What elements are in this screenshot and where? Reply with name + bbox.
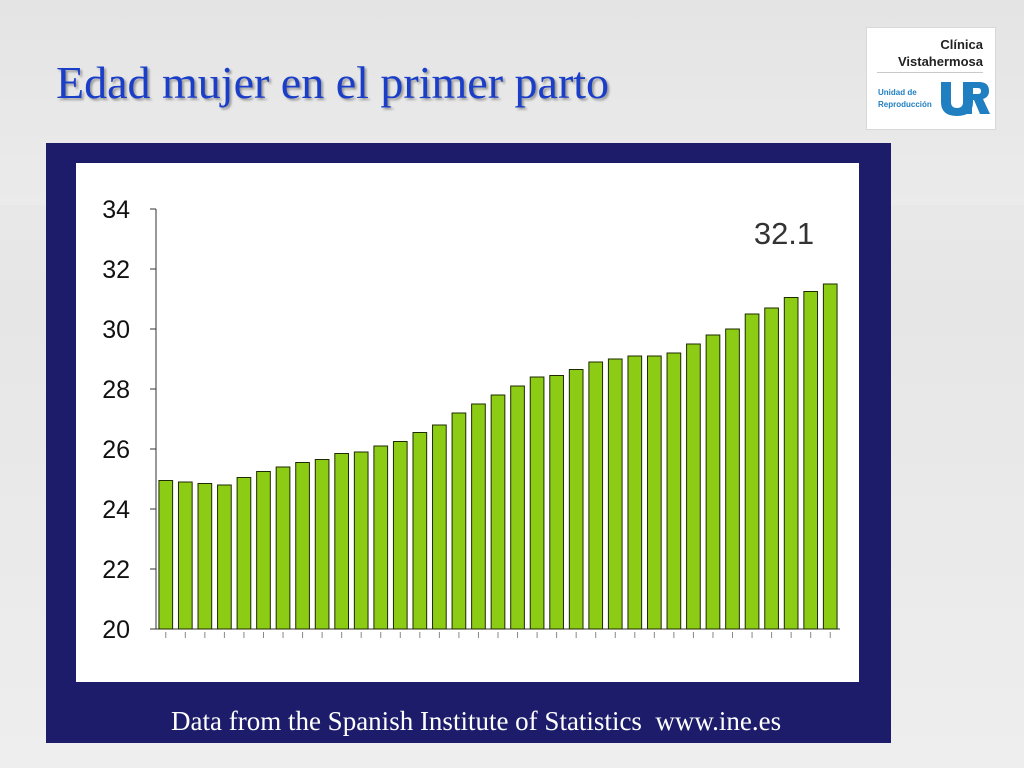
y-tick-label: 32 bbox=[102, 256, 130, 284]
bar bbox=[471, 403, 486, 630]
latest-value-annotation: 32.1 bbox=[754, 216, 814, 251]
logo-clinic-name: Vistahermosa bbox=[897, 54, 983, 69]
bar bbox=[217, 484, 232, 630]
bar bbox=[764, 307, 779, 630]
bar bbox=[627, 355, 643, 630]
data-source-note: Data from the Spanish Institute of Stati… bbox=[171, 706, 782, 736]
y-tick-label: 34 bbox=[102, 196, 130, 224]
logo-unit-line2: Reproducción bbox=[878, 100, 932, 109]
bar bbox=[588, 361, 604, 630]
y-tick-label: 20 bbox=[102, 616, 130, 644]
y-tick-label: 26 bbox=[102, 436, 130, 464]
bar bbox=[783, 297, 799, 630]
bar bbox=[197, 483, 213, 630]
bar bbox=[744, 313, 760, 630]
bar bbox=[256, 471, 271, 630]
bar bbox=[822, 283, 838, 630]
bar bbox=[666, 352, 682, 630]
bar bbox=[686, 343, 701, 630]
slide-title: Edad mujer en el primer parto bbox=[56, 57, 610, 108]
bar bbox=[412, 432, 428, 630]
y-tick-label: 28 bbox=[102, 376, 130, 404]
bar bbox=[373, 445, 389, 630]
bar bbox=[490, 394, 506, 630]
bar bbox=[607, 358, 623, 630]
bar bbox=[275, 466, 291, 630]
bar bbox=[392, 441, 408, 630]
ur-logo-icon bbox=[941, 82, 990, 116]
bar bbox=[705, 334, 721, 630]
bar bbox=[647, 355, 662, 630]
bar bbox=[314, 459, 330, 630]
clinic-logo: Clínica Vistahermosa Unidad de Reproducc… bbox=[866, 27, 996, 130]
bar bbox=[432, 424, 447, 630]
bar bbox=[451, 412, 467, 630]
bar bbox=[529, 376, 545, 630]
bar bbox=[803, 291, 819, 630]
y-tick-label: 22 bbox=[102, 556, 130, 584]
y-tick-label: 24 bbox=[102, 496, 130, 524]
bar bbox=[236, 477, 252, 630]
y-tick-label: 30 bbox=[102, 316, 130, 344]
bar bbox=[353, 451, 369, 630]
logo-divider bbox=[877, 72, 983, 73]
bar bbox=[568, 369, 584, 630]
bar bbox=[177, 481, 193, 630]
logo-unit-line1: Unidad de bbox=[878, 88, 917, 97]
bar bbox=[549, 375, 564, 630]
bar bbox=[725, 328, 740, 630]
bar bbox=[334, 453, 349, 630]
logo-clinic-label: Clínica bbox=[940, 37, 983, 52]
bar bbox=[510, 385, 525, 630]
bar bbox=[158, 480, 174, 630]
bar bbox=[295, 462, 310, 630]
